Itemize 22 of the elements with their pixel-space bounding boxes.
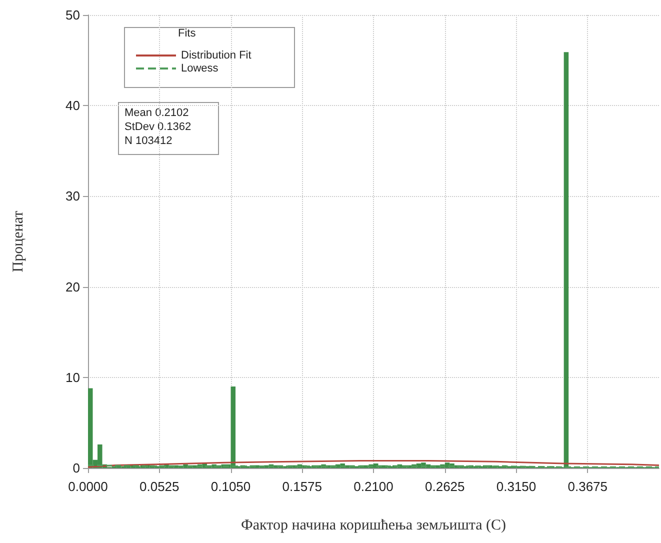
legend-label: Lowess xyxy=(181,62,219,74)
x-tick-label: 0.1575 xyxy=(282,479,322,494)
y-tick-label: 30 xyxy=(66,188,80,204)
y-tick-label: 20 xyxy=(66,279,80,294)
annotation: N 103412 xyxy=(124,135,172,147)
annotation: Mean 0.2102 xyxy=(124,107,189,119)
y-tick-label: 50 xyxy=(66,8,80,22)
legend-title: Fits xyxy=(178,28,196,40)
x-tick-label: 0.3150 xyxy=(496,479,536,494)
x-tick-label: 0.0000 xyxy=(68,479,108,494)
annotation: StDev 0.1362 xyxy=(124,121,192,133)
x-tick-label: 0.3675 xyxy=(568,479,608,494)
y-tick-label: 10 xyxy=(66,370,80,385)
y-axis-title: Проценат xyxy=(10,210,26,272)
x-tick-label: 0.1050 xyxy=(210,479,251,494)
x-tick-label: 0.2625 xyxy=(424,479,465,494)
y-tick-label: 40 xyxy=(66,98,80,114)
x-axis-title: Фактор начина коришћења земљишта (C) xyxy=(240,518,506,534)
legend-label: Distribution Fit xyxy=(181,50,252,62)
y-tick-label: 0 xyxy=(72,460,80,476)
x-tick-label: 0.2100 xyxy=(354,479,394,494)
x-tick-label: 0.0525 xyxy=(139,479,180,494)
